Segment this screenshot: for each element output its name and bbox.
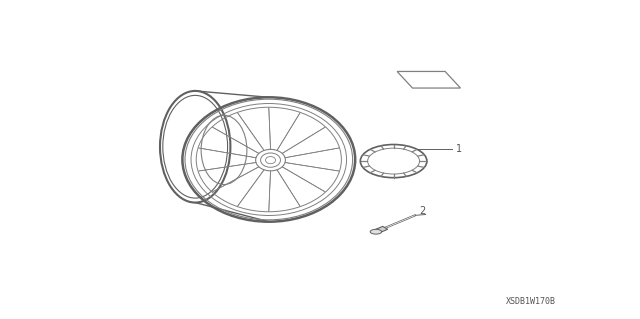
Text: 1: 1 (456, 144, 462, 154)
Text: 2: 2 (419, 206, 426, 216)
Text: XSDB1W170B: XSDB1W170B (506, 297, 556, 306)
Ellipse shape (370, 229, 381, 234)
Polygon shape (374, 226, 388, 233)
